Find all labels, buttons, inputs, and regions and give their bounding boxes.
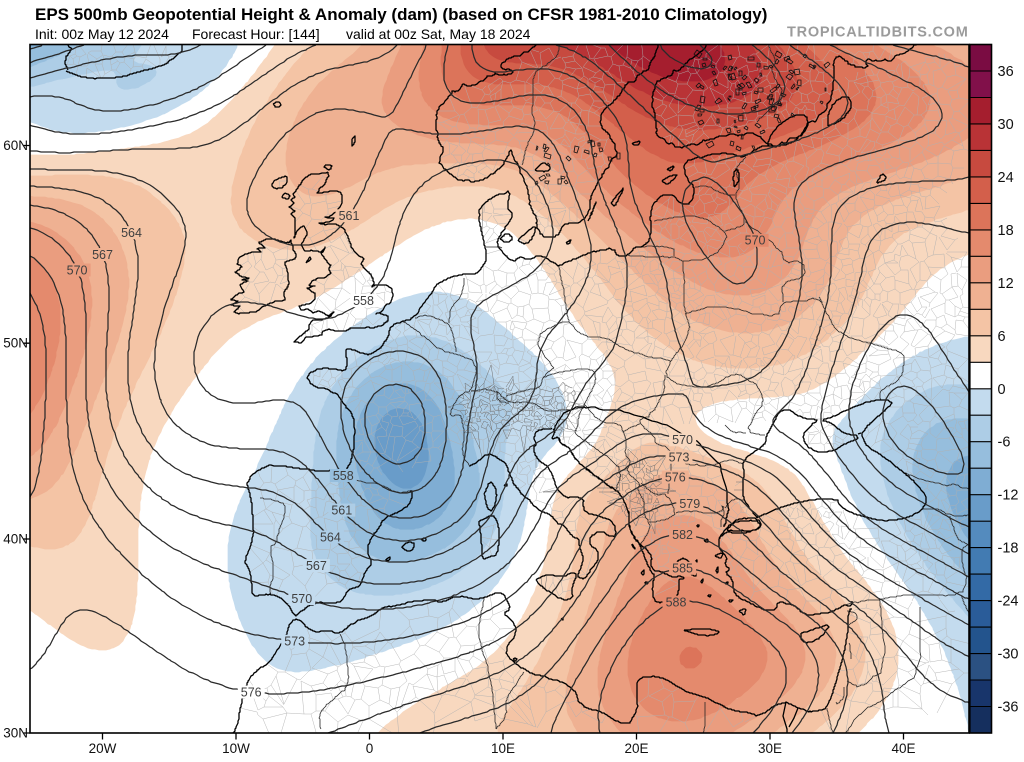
svg-text:570: 570 <box>67 263 88 277</box>
svg-text:558: 558 <box>353 294 374 308</box>
svg-text:561: 561 <box>331 503 352 517</box>
svg-text:561: 561 <box>339 209 360 223</box>
svg-text:579: 579 <box>679 497 700 511</box>
svg-text:20E: 20E <box>624 741 648 756</box>
svg-text:60N: 60N <box>3 138 28 153</box>
svg-text:570: 570 <box>745 234 766 248</box>
svg-text:Init: 00z May 12 2024: Init: 00z May 12 2024 <box>35 26 169 42</box>
svg-text:564: 564 <box>320 530 341 544</box>
svg-text:567: 567 <box>92 248 113 262</box>
svg-text:TROPICALTIDBITS.COM: TROPICALTIDBITS.COM <box>787 25 969 41</box>
svg-text:576: 576 <box>241 685 262 699</box>
svg-text:0: 0 <box>998 382 1006 398</box>
svg-text:573: 573 <box>284 635 305 649</box>
svg-text:30: 30 <box>998 117 1014 133</box>
svg-text:564: 564 <box>121 226 142 240</box>
svg-text:valid at 00z Sat, May 18 2024: valid at 00z Sat, May 18 2024 <box>346 26 531 42</box>
svg-text:30N: 30N <box>3 726 28 741</box>
svg-text:567: 567 <box>306 559 327 573</box>
svg-text:40N: 40N <box>3 532 28 547</box>
svg-text:6: 6 <box>998 329 1006 345</box>
svg-text:582: 582 <box>672 528 693 542</box>
svg-text:-30: -30 <box>998 647 1019 663</box>
svg-text:10W: 10W <box>222 741 250 756</box>
svg-text:576: 576 <box>665 470 686 484</box>
svg-text:50N: 50N <box>3 336 28 351</box>
svg-text:-12: -12 <box>998 488 1019 504</box>
svg-text:-18: -18 <box>998 541 1019 557</box>
svg-text:10E: 10E <box>491 741 515 756</box>
svg-text:EPS 500mb Geopotential Height: EPS 500mb Geopotential Height & Anomaly … <box>35 5 767 24</box>
svg-text:36: 36 <box>998 64 1014 80</box>
svg-text:-6: -6 <box>998 435 1011 451</box>
svg-text:0: 0 <box>366 741 374 756</box>
svg-text:12: 12 <box>998 276 1014 292</box>
svg-text:570: 570 <box>291 592 312 606</box>
svg-text:558: 558 <box>333 469 354 483</box>
svg-text:30E: 30E <box>758 741 782 756</box>
svg-text:570: 570 <box>672 433 693 447</box>
svg-text:40E: 40E <box>891 741 915 756</box>
svg-text:585: 585 <box>672 562 693 576</box>
svg-text:-36: -36 <box>998 700 1019 716</box>
svg-text:573: 573 <box>669 451 690 465</box>
svg-text:Forecast Hour: [144]: Forecast Hour: [144] <box>192 26 320 42</box>
svg-text:588: 588 <box>666 596 687 610</box>
svg-text:20W: 20W <box>89 741 117 756</box>
svg-text:-24: -24 <box>998 594 1019 610</box>
svg-text:24: 24 <box>998 170 1014 186</box>
svg-text:18: 18 <box>998 223 1014 239</box>
